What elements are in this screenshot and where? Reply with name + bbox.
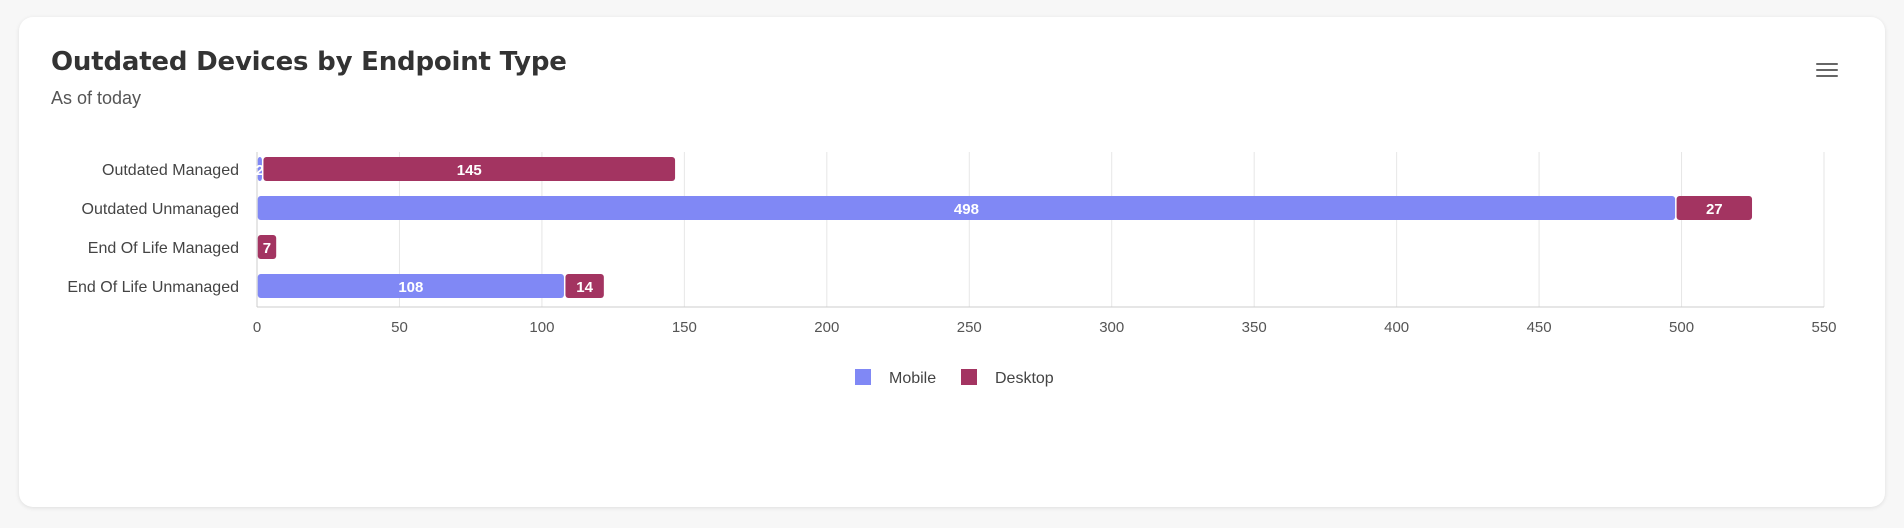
hamburger-menu-icon[interactable] [1816, 61, 1838, 79]
x-tick-label: 400 [1384, 319, 1409, 336]
x-tick-label: 50 [391, 319, 408, 336]
data-label: 145 [457, 162, 482, 179]
stacked-bar-chart: 0 50 100 150 200 250 300 350 400 450 500 550 Outdate… [67, 152, 1837, 387]
x-tick-label: 550 [1811, 319, 1836, 336]
bar-mobile [257, 274, 564, 298]
legend-swatch-mobile [855, 369, 871, 385]
category-label: Outdated Unmanaged [82, 201, 239, 218]
bar-desktop [257, 235, 277, 259]
bar-mobile [257, 196, 1676, 220]
chart-title: Outdated Devices by Endpoint Type [51, 47, 567, 77]
x-tick-label: 150 [672, 319, 697, 336]
legend-label: Mobile [889, 370, 936, 387]
x-tick-label: 300 [1099, 319, 1124, 336]
legend-label: Desktop [995, 370, 1054, 387]
x-tick-label: 100 [529, 319, 554, 336]
chart-card: Outdated Devices by Endpoint Type As of … [19, 17, 1885, 507]
legend-swatch-desktop [961, 369, 977, 385]
x-tick-label: 250 [957, 319, 982, 336]
bar-desktop [565, 274, 604, 298]
data-label: 7 [263, 240, 271, 257]
data-label: 14 [576, 279, 593, 296]
x-tick-label: 450 [1527, 319, 1552, 336]
category-label: End Of Life Managed [88, 240, 239, 257]
x-tick-label: 350 [1242, 319, 1267, 336]
data-label: 2 [256, 162, 264, 179]
category-label: Outdated Managed [102, 162, 239, 179]
category-label: End Of Life Unmanaged [67, 279, 239, 296]
data-label: 108 [398, 279, 423, 296]
bar-desktop [1676, 196, 1753, 220]
chart-subtitle: As of today [51, 88, 142, 108]
x-tick-label: 200 [814, 319, 839, 336]
data-label: 27 [1706, 201, 1723, 218]
bar-desktop [263, 157, 676, 181]
data-label: 498 [954, 201, 979, 218]
x-tick-label: 0 [253, 319, 261, 336]
x-tick-label: 500 [1669, 319, 1694, 336]
bar-mobile [257, 157, 262, 181]
